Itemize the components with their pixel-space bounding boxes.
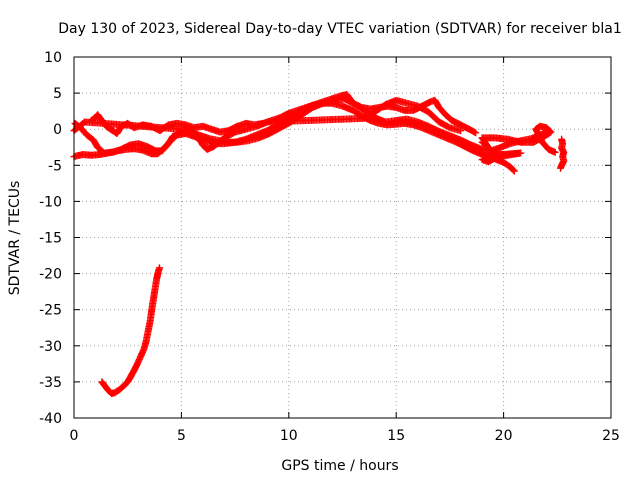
- y-tick-label: 10: [44, 50, 62, 66]
- series-track-6: [557, 135, 568, 172]
- y-tick-label: 5: [53, 86, 62, 102]
- x-tick-label: 10: [280, 428, 298, 444]
- x-tick-label: 20: [495, 428, 513, 444]
- y-tick-label: -25: [39, 303, 62, 319]
- x-tick-label: 25: [602, 428, 620, 444]
- plot-frame: [73, 56, 612, 419]
- y-tick-label: -10: [39, 194, 62, 210]
- data-point: [557, 164, 565, 172]
- data-point: [510, 167, 518, 175]
- y-tick-label: -20: [39, 267, 62, 283]
- series-track-5: [478, 122, 559, 166]
- x-tick-label: 5: [177, 428, 186, 444]
- series-track-4: [70, 96, 465, 153]
- data-point: [551, 148, 559, 156]
- chart-title: Day 130 of 2023, Sidereal Day-to-day VTE…: [58, 21, 621, 37]
- y-tick-label: -5: [48, 158, 62, 174]
- y-tick-label: 0: [53, 122, 62, 138]
- data-point: [470, 128, 478, 136]
- x-tick-label: 15: [387, 428, 405, 444]
- x-axis-label: GPS time / hours: [281, 458, 398, 474]
- y-tick-label: -30: [39, 339, 62, 355]
- data-point: [457, 127, 465, 135]
- data-point: [155, 264, 163, 272]
- grid: [74, 57, 611, 418]
- data-points: [70, 91, 568, 397]
- y-tick-label: -35: [39, 375, 62, 391]
- data-point: [472, 129, 480, 137]
- data-point: [509, 166, 517, 174]
- series-track-7: [98, 264, 163, 397]
- x-tick-label: 0: [70, 428, 79, 444]
- y-axis-label: SDTVAR / TECUs: [7, 181, 23, 296]
- y-tick-label: -15: [39, 231, 62, 247]
- y-tick-label: -40: [39, 411, 62, 427]
